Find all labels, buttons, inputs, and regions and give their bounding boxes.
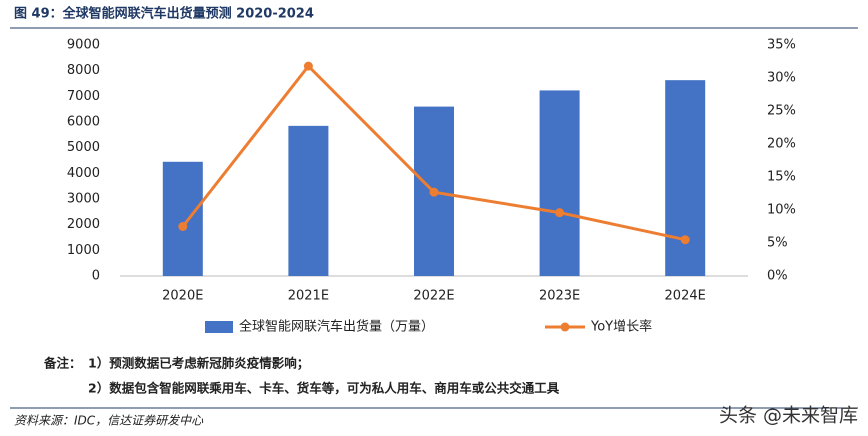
bar	[665, 80, 706, 276]
y-tick-label: 1000	[67, 243, 100, 258]
line-marker	[303, 61, 313, 71]
line-marker	[429, 187, 439, 197]
y2-tick-label: 35%	[767, 38, 796, 53]
bar	[539, 90, 580, 277]
x-tick-label: 2021E	[288, 289, 329, 304]
y-tick-label: 3000	[67, 192, 100, 207]
y-tick-label: 7000	[67, 89, 100, 104]
y2-tick-label: 20%	[767, 137, 796, 152]
legend-swatch	[560, 322, 570, 332]
x-tick-label: 2024E	[665, 289, 706, 304]
y2-tick-label: 25%	[767, 104, 796, 119]
y-tick-label: 2000	[67, 217, 100, 232]
legend-label: YoY增长率	[590, 319, 652, 335]
line-marker	[555, 208, 565, 218]
x-tick-label: 2022E	[413, 289, 454, 304]
y-tick-label: 8000	[67, 63, 100, 78]
legend-label: 全球智能网联汽车出货量（万量）	[239, 319, 434, 335]
line-marker	[178, 222, 188, 231]
y2-tick-label: 5%	[767, 236, 788, 251]
watermark: 头条 @未来智库	[719, 405, 858, 427]
x-tick-label: 2020E	[162, 289, 203, 304]
chart-title: 图 49：全球智能网联汽车出货量预测 2020-2024	[14, 6, 314, 22]
y2-tick-label: 30%	[767, 71, 796, 86]
bar	[162, 161, 203, 276]
y-tick-label: 4000	[67, 166, 100, 181]
source: 资料来源：IDC，信达证券研发中心	[14, 414, 204, 428]
legend-swatch	[205, 321, 233, 333]
y-tick-label: 9000	[67, 38, 100, 53]
y-tick-label: 0	[92, 269, 100, 284]
note: 1）预测数据已考虑新冠肺炎疫情影响；	[88, 356, 309, 371]
bar	[288, 125, 329, 276]
y2-tick-label: 15%	[767, 170, 796, 185]
y2-tick-label: 10%	[767, 203, 796, 218]
x-tick-label: 2023E	[539, 289, 580, 304]
y-tick-label: 6000	[67, 115, 100, 130]
line-marker	[680, 235, 690, 245]
y-tick-label: 5000	[67, 140, 100, 155]
y2-tick-label: 0%	[767, 269, 788, 284]
note: 2）数据包含智能网联乘用车、卡车、货车等，可为私人用车、商用车或公共交通工具	[88, 381, 560, 396]
notes-label: 备注：	[43, 356, 82, 371]
